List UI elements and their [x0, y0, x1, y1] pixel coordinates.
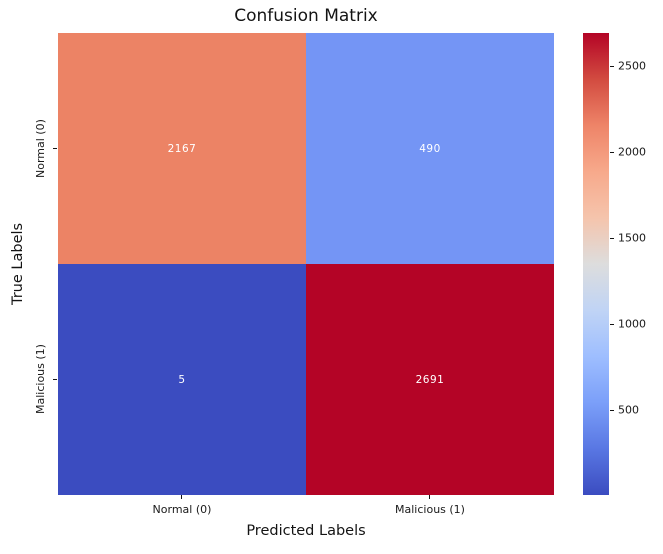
heatmap: 2167 490 5 2691 [58, 33, 554, 495]
colorbar-tick-label: 1500 [618, 231, 646, 245]
y-tick-mark [53, 379, 57, 380]
x-tick-label-malicious: Malicious (1) [395, 503, 465, 516]
colorbar-tick-mark [610, 238, 614, 239]
heatmap-cell-true-malicious-pred-malicious: 2691 [306, 264, 554, 495]
colorbar-tick-mark [610, 152, 614, 153]
colorbar-tick-mark [610, 324, 614, 325]
colorbar-tick-label: 1000 [618, 317, 646, 331]
y-tick-label-normal: Normal (0) [34, 119, 47, 178]
cell-value: 490 [419, 142, 441, 155]
y-tick-label-malicious: Malicious (1) [34, 344, 47, 415]
colorbar-tick-label: 500 [618, 403, 639, 417]
y-tick-mark [53, 148, 57, 149]
x-axis-label: Predicted Labels [246, 523, 366, 539]
heatmap-cell-true-malicious-pred-normal: 5 [58, 264, 306, 495]
colorbar [583, 33, 609, 495]
y-axis-label: True Labels [10, 222, 26, 306]
chart-title: Confusion Matrix [234, 6, 378, 26]
cell-value: 2167 [167, 142, 197, 155]
x-tick-label-normal: Normal (0) [152, 503, 212, 516]
colorbar-tick-mark [610, 66, 614, 67]
colorbar-tick-label: 2000 [618, 145, 646, 159]
heatmap-cell-true-normal-pred-malicious: 490 [306, 33, 554, 264]
cell-value: 5 [178, 373, 186, 386]
x-tick-mark [429, 495, 430, 499]
colorbar-tick-label: 2500 [618, 59, 646, 73]
heatmap-cell-true-normal-pred-normal: 2167 [58, 33, 306, 264]
cell-value: 2691 [415, 373, 445, 386]
colorbar-tick-mark [610, 410, 614, 411]
x-tick-mark [181, 495, 182, 499]
